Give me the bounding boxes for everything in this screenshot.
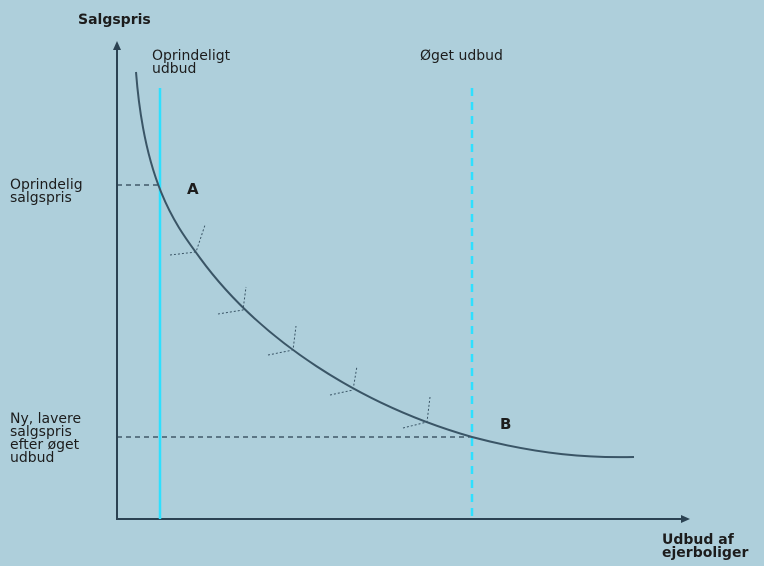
movement-arrow: [329, 365, 358, 396]
increased-supply-label: Øget udbud: [420, 48, 503, 64]
movement-arrow: [169, 224, 206, 256]
movement-arrows: [169, 224, 431, 429]
y-axis-arrow: [113, 41, 121, 50]
x-axis-title: Udbud af ejerboliger: [662, 532, 749, 561]
new-price-label: Ny, lavere salgspris efter øget udbud: [10, 411, 82, 466]
original-supply-label: Oprindeligt udbud: [152, 48, 231, 77]
point-a-label: A: [187, 180, 199, 198]
x-axis-arrow: [681, 515, 690, 523]
movement-arrow: [217, 286, 247, 315]
point-b-label: B: [500, 415, 512, 433]
y-axis-title: Salgspris: [78, 12, 151, 28]
movement-arrow: [267, 325, 297, 356]
original-price-label: Oprindelig salgspris: [10, 177, 83, 206]
movement-arrow: [402, 396, 431, 429]
demand-curve: [135, 71, 635, 459]
